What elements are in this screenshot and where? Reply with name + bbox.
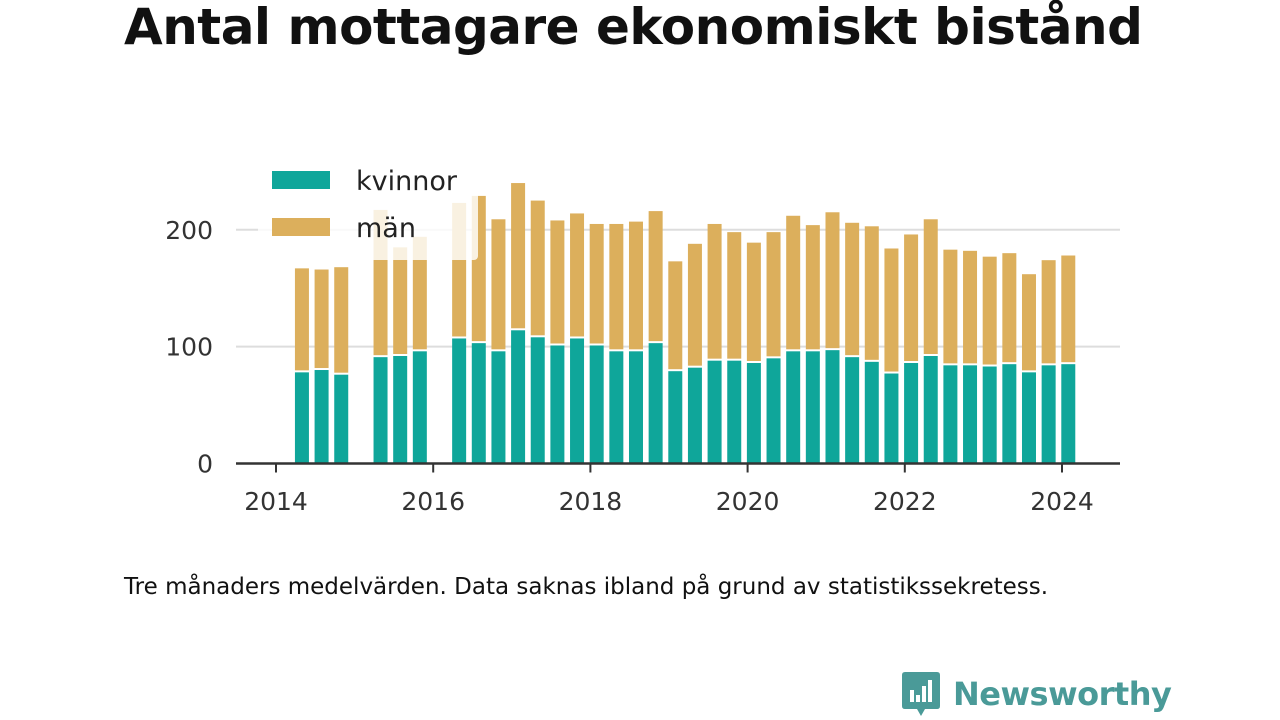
bar-kvinnor bbox=[373, 357, 388, 464]
bar-kvinnor bbox=[314, 370, 329, 464]
bar-kvinnor bbox=[687, 367, 702, 464]
bar-kvinnor bbox=[648, 343, 663, 464]
bar-man bbox=[393, 247, 408, 354]
axes: 0 100 200 2014 2016 2018 2020 2022 2024 bbox=[165, 216, 1120, 516]
x-tick-label: 2016 bbox=[401, 487, 465, 516]
bar-kvinnor bbox=[471, 343, 486, 464]
bar-man bbox=[412, 236, 427, 350]
x-tick-label: 2018 bbox=[559, 487, 623, 516]
bar-kvinnor bbox=[845, 357, 860, 464]
legend-swatch bbox=[272, 171, 330, 189]
bar-man bbox=[963, 250, 978, 364]
bar-man bbox=[923, 219, 938, 354]
bar-kvinnor bbox=[1041, 365, 1056, 464]
bar-man bbox=[687, 243, 702, 366]
bar-kvinnor bbox=[294, 372, 309, 464]
bar-man bbox=[766, 232, 781, 357]
legend-swatch bbox=[272, 218, 330, 236]
bar-kvinnor bbox=[864, 361, 879, 464]
bar-man bbox=[1041, 260, 1056, 364]
bar-man bbox=[648, 211, 663, 342]
chart-caption: Tre månaders medelvärden. Data saknas ib… bbox=[124, 574, 1049, 600]
bar-man bbox=[530, 200, 545, 336]
bar-kvinnor bbox=[825, 350, 840, 464]
brand-name: Newsworthy bbox=[953, 675, 1172, 713]
bar-man bbox=[511, 183, 526, 329]
bar-man bbox=[668, 261, 683, 370]
bar-kvinnor bbox=[727, 360, 742, 464]
bar-man bbox=[334, 267, 349, 373]
bar-kvinnor bbox=[393, 355, 408, 464]
bar-kvinnor bbox=[609, 351, 624, 464]
bar-man bbox=[825, 212, 840, 349]
bar-man bbox=[884, 248, 899, 372]
bar-man bbox=[786, 215, 801, 350]
bar-man bbox=[943, 249, 958, 364]
legend-label: kvinnor bbox=[356, 166, 458, 197]
bar-kvinnor bbox=[412, 351, 427, 464]
bar-kvinnor bbox=[668, 371, 683, 464]
newsworthy-logo[interactable]: Newsworthy bbox=[901, 670, 1172, 718]
bar-kvinnor bbox=[1061, 364, 1076, 464]
bar-chart-badge-icon bbox=[902, 672, 940, 716]
bar-man bbox=[609, 223, 624, 350]
bar-kvinnor bbox=[334, 374, 349, 464]
bar-man bbox=[982, 256, 997, 365]
y-tick-label: 100 bbox=[165, 333, 213, 362]
bar-kvinnor bbox=[589, 345, 604, 464]
bar-kvinnor bbox=[628, 351, 643, 464]
bar-kvinnor bbox=[511, 330, 526, 464]
bars bbox=[294, 183, 1076, 464]
bar-kvinnor bbox=[963, 365, 978, 464]
bar-kvinnor bbox=[786, 351, 801, 464]
bar-kvinnor bbox=[530, 337, 545, 464]
bar-man bbox=[589, 223, 604, 344]
bar-kvinnor bbox=[943, 365, 958, 464]
bar-man bbox=[864, 226, 879, 360]
bar-man bbox=[1002, 253, 1017, 363]
legend-label: män bbox=[356, 213, 416, 244]
stacked-bar-chart: 0 100 200 2014 2016 2018 2020 2022 2024 kvinnor m… bbox=[165, 155, 1120, 516]
x-tick-label: 2022 bbox=[873, 487, 937, 516]
bar-kvinnor bbox=[923, 355, 938, 464]
legend: kvinnor män bbox=[258, 155, 478, 260]
bar-kvinnor bbox=[766, 358, 781, 464]
bar-man bbox=[1061, 255, 1076, 363]
bar-man bbox=[746, 242, 761, 362]
x-tick-label: 2014 bbox=[244, 487, 308, 516]
x-tick-label: 2024 bbox=[1030, 487, 1094, 516]
bar-man bbox=[570, 213, 585, 337]
bar-man bbox=[805, 225, 820, 350]
bar-man bbox=[1021, 274, 1036, 371]
bar-kvinnor bbox=[1021, 372, 1036, 464]
bar-man bbox=[294, 268, 309, 371]
bar-kvinnor bbox=[746, 363, 761, 464]
y-tick-label: 0 bbox=[197, 450, 213, 479]
bar-kvinnor bbox=[982, 366, 997, 464]
bar-kvinnor bbox=[1002, 364, 1017, 464]
bar-man bbox=[727, 232, 742, 359]
bar-man bbox=[628, 221, 643, 350]
bar-kvinnor bbox=[884, 373, 899, 464]
y-tick-label: 200 bbox=[165, 216, 213, 245]
bar-kvinnor bbox=[570, 338, 585, 464]
bar-man bbox=[491, 219, 506, 350]
chart-title: Antal mottagare ekonomiskt bistånd bbox=[124, 0, 1143, 56]
bar-kvinnor bbox=[805, 351, 820, 464]
bar-man bbox=[904, 234, 919, 362]
bar-kvinnor bbox=[550, 345, 565, 464]
bar-man bbox=[550, 220, 565, 344]
bar-man bbox=[845, 222, 860, 356]
x-tick-label: 2020 bbox=[716, 487, 780, 516]
bar-man bbox=[314, 269, 329, 369]
bar-kvinnor bbox=[452, 338, 467, 464]
bar-kvinnor bbox=[707, 360, 722, 464]
bar-kvinnor bbox=[904, 363, 919, 464]
bar-kvinnor bbox=[491, 351, 506, 464]
bar-man bbox=[707, 223, 722, 359]
